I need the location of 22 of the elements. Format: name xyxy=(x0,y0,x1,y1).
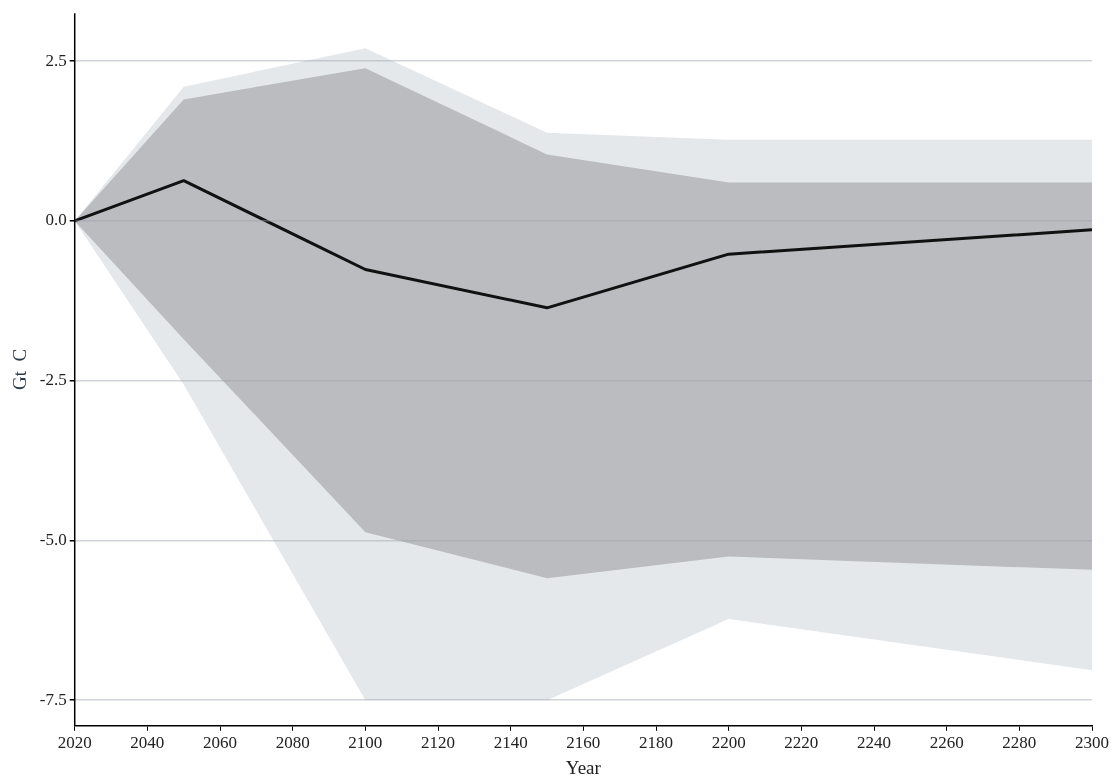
x-tick-label: 2020 xyxy=(57,733,92,753)
y-tick-label: 2.5 xyxy=(45,50,67,70)
x-tick-label: 2300 xyxy=(1075,733,1109,753)
x-tick-label: 2280 xyxy=(1002,733,1037,753)
x-tick-label: 2080 xyxy=(275,733,310,753)
x-tick-label: 2220 xyxy=(784,733,819,753)
x-tick-label: 2240 xyxy=(857,733,892,753)
x-tick-label: 2200 xyxy=(711,733,746,753)
x-tick-label: 2260 xyxy=(929,733,964,753)
y-tick-label: -2.5 xyxy=(39,370,67,390)
x-tick-label: 2160 xyxy=(566,733,601,753)
x-axis-title: Year xyxy=(565,756,602,778)
y-axis-title: Gt C xyxy=(9,348,31,391)
x-tick-label: 2100 xyxy=(348,733,383,753)
x-tick-label: 2060 xyxy=(203,733,238,753)
x-tick-label: 2120 xyxy=(421,733,456,753)
y-tick-label: 0.0 xyxy=(45,210,67,230)
y-tick-label: -5.0 xyxy=(39,529,67,549)
x-tick-label: 2040 xyxy=(130,733,165,753)
y-tick-label: -7.5 xyxy=(39,689,67,709)
x-tick-label: 2180 xyxy=(639,733,674,753)
x-tick-label: 2140 xyxy=(493,733,528,753)
